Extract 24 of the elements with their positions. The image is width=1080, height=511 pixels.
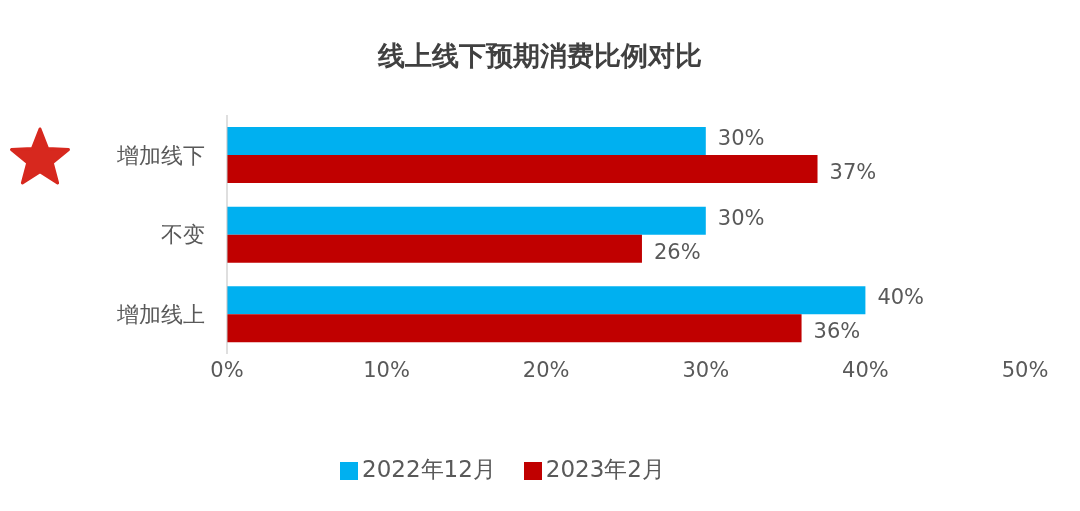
- legend-label: 2023年2月: [545, 456, 665, 482]
- bar: [227, 206, 706, 235]
- bar: [227, 127, 706, 155]
- data-label: 30%: [717, 205, 765, 230]
- x-tick-label: 30%: [682, 357, 730, 382]
- bar: [227, 314, 802, 343]
- x-tick-label: 10%: [363, 357, 410, 382]
- bar: [227, 234, 642, 263]
- bar: [227, 286, 866, 315]
- data-label: 30%: [717, 126, 765, 150]
- y-tick-label: 不变: [161, 222, 205, 248]
- x-tick-label: 40%: [842, 357, 889, 382]
- y-tick-label: 增加线下: [116, 142, 205, 168]
- x-tick-label: 50%: [1001, 357, 1049, 382]
- y-tick-label: 增加线上: [116, 301, 205, 327]
- legend-label: 2022年12月: [362, 456, 496, 482]
- data-label: 36%: [813, 319, 861, 344]
- data-label: 40%: [877, 285, 925, 310]
- chart-title: 线上线下预期消费比例对比: [377, 39, 703, 73]
- bar: [227, 155, 818, 183]
- x-tick-label: 0%: [210, 357, 244, 382]
- x-tick-label: 20%: [522, 357, 570, 382]
- data-label: 26%: [653, 239, 701, 264]
- data-label: 37%: [829, 160, 877, 184]
